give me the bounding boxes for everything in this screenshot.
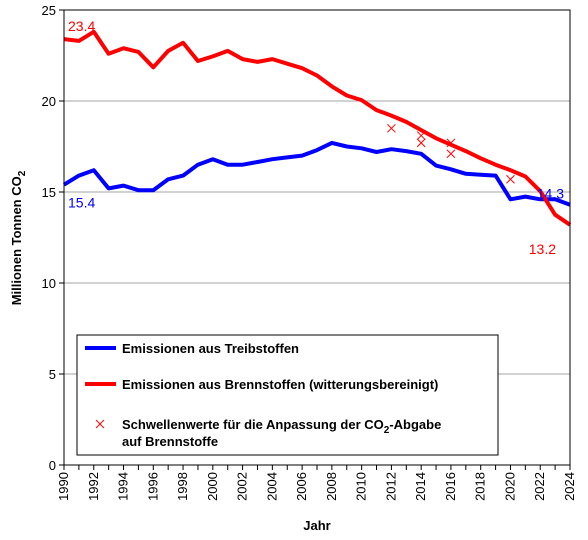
y-tick-label-15: 15: [42, 185, 56, 200]
threshold-marker-stroke: [506, 174, 515, 184]
annotations: 23.4 15.4 14.3 13.2: [68, 18, 564, 257]
legend-label-treibstoffe: Emissionen aus Treibstoffen: [122, 341, 299, 356]
threshold-marker-stroke: [446, 149, 456, 159]
y-tick-label-5: 5: [49, 367, 56, 382]
x-axis-title: Jahr: [303, 518, 330, 533]
x-tick-label-2010: 2010: [354, 472, 369, 501]
legend-box: [76, 334, 499, 456]
x-tick-label-1994: 1994: [116, 472, 131, 501]
y-tick-label-10: 10: [42, 276, 56, 291]
x-tick-label-1992: 1992: [86, 472, 101, 501]
y-tick-label-25: 25: [42, 3, 56, 18]
x-tick-label-1990: 1990: [56, 472, 71, 501]
series-line-brennstoffe: [63, 29, 572, 227]
threshold-marker: [446, 138, 456, 148]
threshold-marker-stroke: [416, 138, 426, 148]
series-line-treibstoffe: [62, 140, 571, 207]
x-tick-label-2008: 2008: [324, 472, 339, 501]
legend-label-schwellenwerte-line1: Schwellenwerte für die Anpassung der CO2…: [122, 417, 441, 436]
threshold-marker-stroke: [387, 123, 396, 133]
x-tick-label-2004: 2004: [264, 472, 279, 501]
legend: Emissionen aus Treibstoffen Emissionen a…: [76, 334, 499, 456]
legend-label-brennstoffe: Emissionen aus Brennstoffen (witterungsb…: [122, 377, 438, 392]
y-axis-title: Millionen Tonnen CO2: [9, 170, 28, 305]
series-layer: [62, 29, 572, 227]
x-tick-label-2016: 2016: [443, 472, 458, 501]
x-tick-label-2012: 2012: [383, 472, 398, 501]
threshold-marker: [387, 123, 396, 133]
threshold-marker: [446, 149, 456, 159]
x-tick-label-2014: 2014: [413, 472, 428, 501]
ticks: 0 5 10 15 20 25 1990 1992 1994 1996 1998 2000 2002 20…: [42, 3, 577, 501]
x-tick-label-2020: 2020: [502, 472, 517, 501]
x-tick-label-1996: 1996: [145, 472, 160, 501]
x-tick-label-2024: 2024: [562, 472, 577, 501]
grid: [64, 100, 570, 375]
threshold-marker: [416, 138, 426, 148]
x-tick-label-1998: 1998: [175, 472, 190, 501]
annotation-label: 15.4: [68, 195, 95, 211]
x-tick-label-2002: 2002: [235, 472, 250, 501]
threshold-marker-stroke: [416, 131, 426, 140]
annotation-label: 23.4: [68, 18, 95, 34]
y-tick-label-20: 20: [42, 94, 56, 109]
legend-label-schwellenwerte-line2: auf Brennstoffe: [122, 434, 218, 449]
y-tick-label-0: 0: [49, 458, 56, 473]
threshold-marker: [416, 131, 426, 140]
legend-marker-schwellenwerte: [95, 419, 105, 429]
x-tick-label-2006: 2006: [294, 472, 309, 501]
annotation-label: 13.2: [529, 241, 556, 257]
threshold-marker-stroke: [446, 138, 456, 148]
annotation-label: 14.3: [537, 186, 564, 202]
threshold-marker: [506, 174, 515, 184]
x-tick-label-2022: 2022: [532, 472, 547, 501]
x-tick-label-2000: 2000: [205, 472, 220, 501]
x-tick-label-2018: 2018: [473, 472, 488, 501]
